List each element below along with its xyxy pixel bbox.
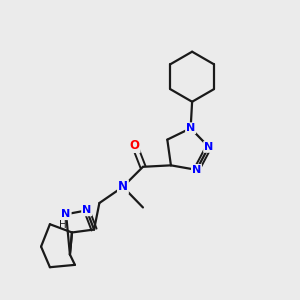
Text: N: N — [186, 123, 195, 133]
Text: N: N — [192, 165, 201, 175]
Text: N: N — [118, 180, 128, 193]
Text: N: N — [61, 209, 71, 219]
Text: O: O — [130, 139, 140, 152]
Text: N: N — [82, 206, 91, 215]
Text: N: N — [204, 142, 213, 152]
Text: H: H — [59, 220, 66, 230]
